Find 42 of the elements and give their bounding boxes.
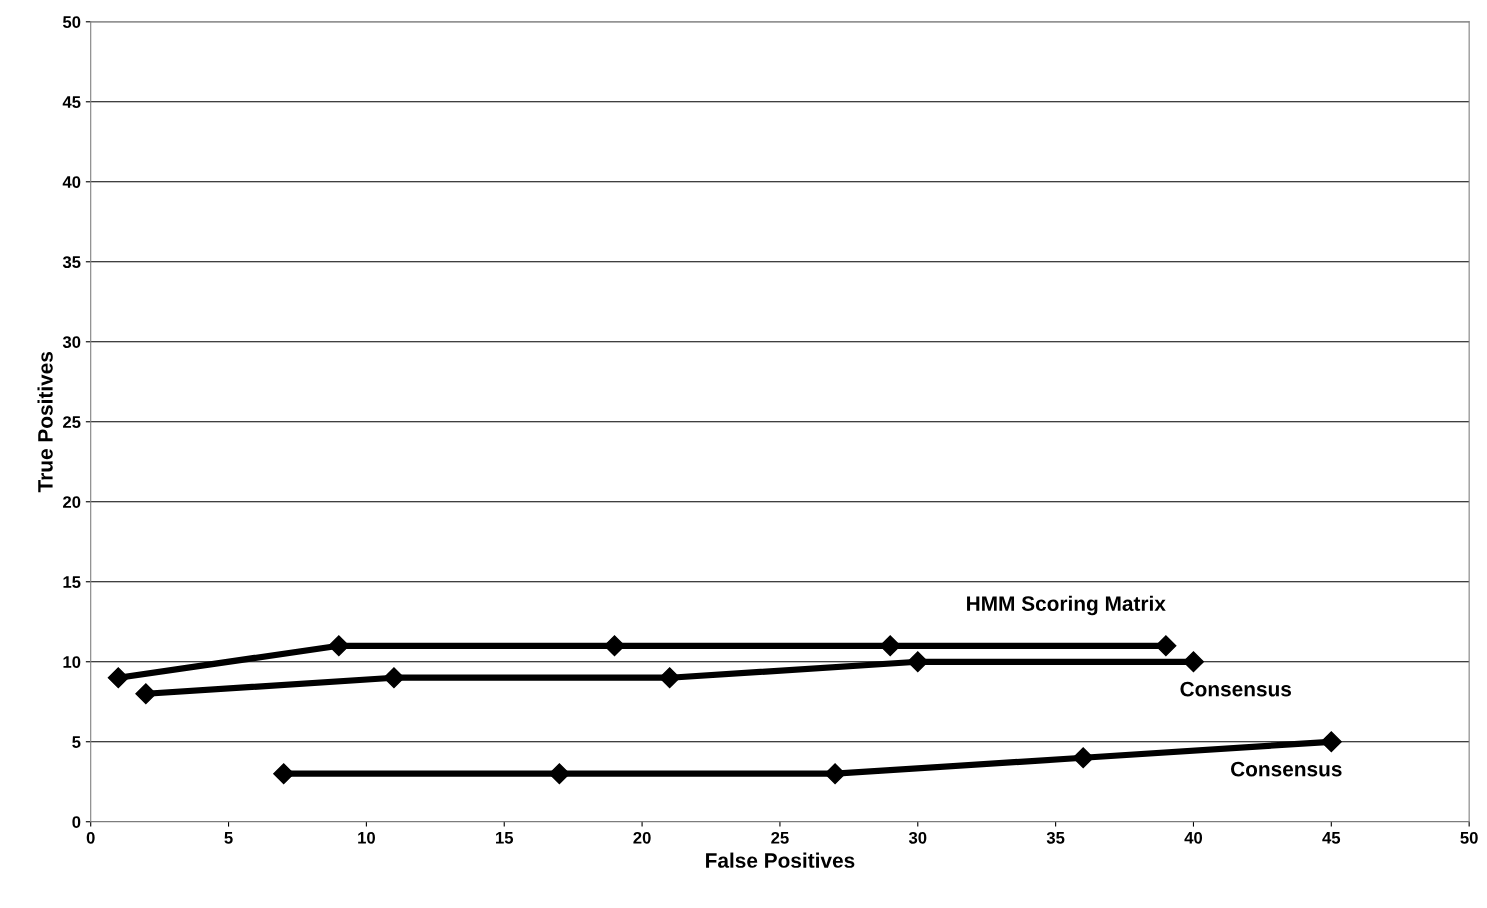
y-tick-label: 40 bbox=[62, 176, 81, 188]
point bbox=[907, 651, 929, 673]
y-tick-label: 15 bbox=[63, 576, 81, 588]
point bbox=[383, 667, 405, 689]
x-tick-label: 50 bbox=[1460, 831, 1478, 844]
y-tick-label: 50 bbox=[62, 16, 81, 28]
x-tick-label: 5 bbox=[224, 832, 233, 844]
point bbox=[824, 763, 846, 785]
series-label: Consensus bbox=[1230, 761, 1342, 777]
x-tick-label: 20 bbox=[633, 831, 651, 844]
x-tick-label: 45 bbox=[1322, 832, 1341, 844]
point bbox=[659, 667, 681, 689]
point bbox=[548, 763, 570, 785]
y-tick-label: 35 bbox=[62, 256, 81, 268]
x-tick-label: 15 bbox=[496, 832, 514, 844]
point bbox=[1072, 747, 1094, 769]
y-axis-title: True Positives bbox=[37, 351, 53, 493]
x-tick-label: 0 bbox=[86, 831, 95, 844]
y-tick-label: 20 bbox=[63, 496, 81, 508]
point bbox=[1155, 635, 1177, 657]
x-tick-label: 25 bbox=[771, 831, 789, 844]
point bbox=[1182, 651, 1204, 673]
series-label: Consensus bbox=[1180, 681, 1292, 697]
point bbox=[273, 763, 295, 785]
x-axis-title: False Positives bbox=[706, 852, 855, 868]
y-tick-label: 30 bbox=[62, 336, 81, 348]
point bbox=[135, 683, 157, 705]
x-tick-label: 35 bbox=[1046, 831, 1065, 844]
point bbox=[879, 635, 901, 657]
point bbox=[328, 635, 350, 657]
y-tick-label: 45 bbox=[62, 96, 81, 108]
y-tick-label: 25 bbox=[63, 416, 81, 428]
y-tick-label: 5 bbox=[72, 736, 81, 748]
point bbox=[1320, 731, 1342, 753]
y-tick-label: 0 bbox=[72, 816, 81, 828]
x-tick-label: 40 bbox=[1184, 831, 1203, 844]
point bbox=[604, 635, 626, 657]
point bbox=[107, 667, 129, 689]
series-label: HMM Scoring Matrix bbox=[967, 595, 1166, 616]
x-tick-label: 30 bbox=[908, 831, 927, 844]
y-tick-label: 10 bbox=[63, 656, 81, 668]
x-tick-label: 10 bbox=[358, 831, 375, 844]
